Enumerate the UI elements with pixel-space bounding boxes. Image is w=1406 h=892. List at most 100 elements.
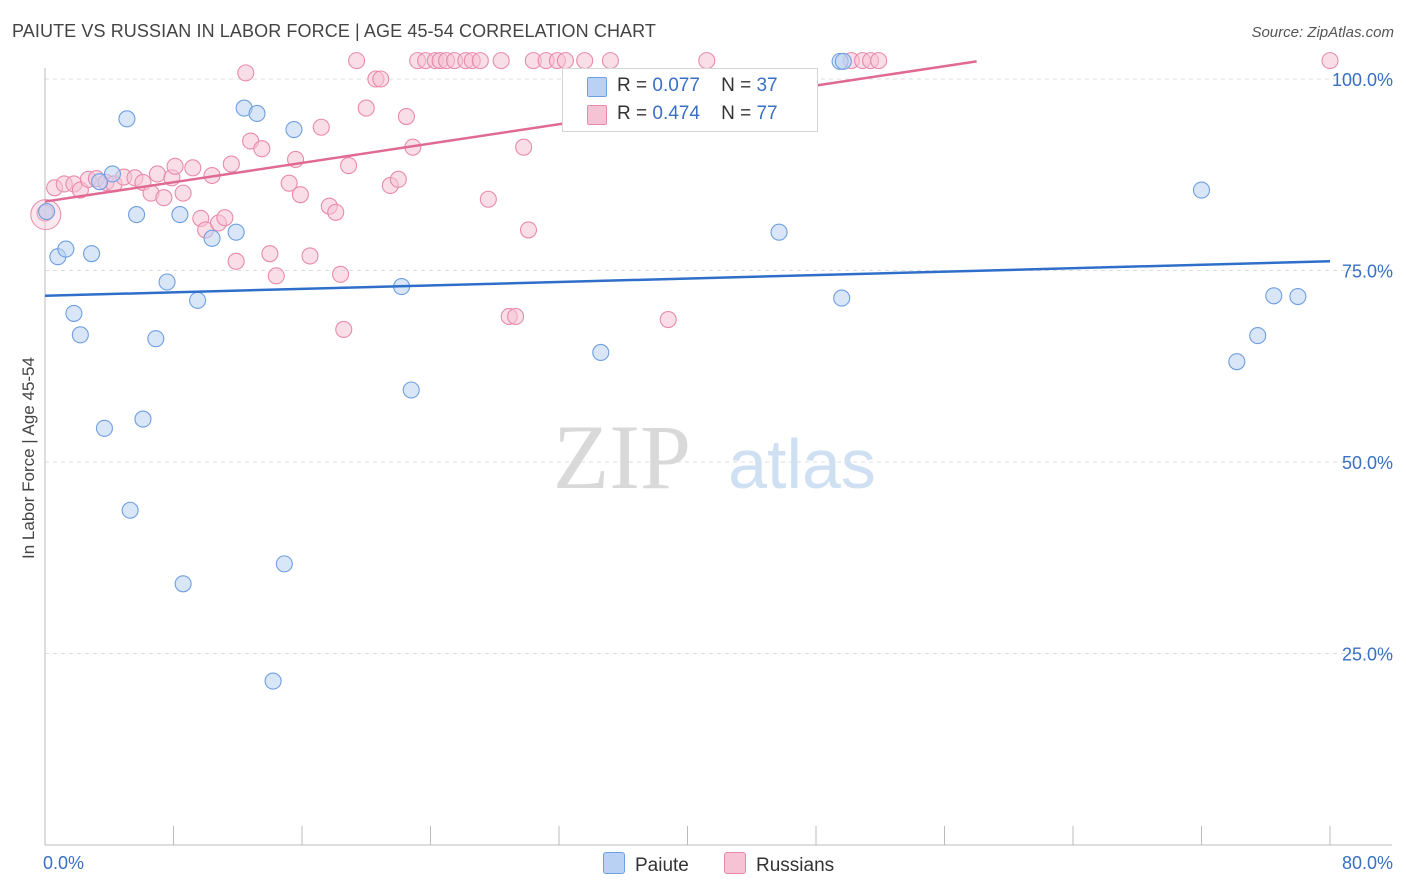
source-credit: Source: ZipAtlas.com: [1251, 24, 1394, 41]
y-axis-title: In Labor Force | Age 45-54: [19, 357, 38, 559]
russians-point: [227, 252, 245, 270]
russians-point: [515, 138, 533, 156]
russians-point: [479, 190, 497, 208]
paiute-point: [121, 501, 139, 519]
watermark: ZIP atlas: [553, 406, 876, 508]
paiute-point: [38, 202, 56, 221]
paiute-point: [57, 240, 75, 258]
stats-legend: R = 0.077 N = 37 R = 0.474 N = 77: [562, 68, 818, 132]
russians-point: [389, 170, 407, 188]
axes: [44, 68, 1392, 846]
paiute-point: [203, 229, 221, 247]
russians-point: [184, 159, 202, 177]
legend-item-russians[interactable]: Russians: [724, 852, 834, 877]
russians-point: [601, 52, 619, 70]
paiute-point: [189, 291, 207, 309]
n-label: N =: [721, 103, 752, 124]
chart-title: PAIUTE VS RUSSIAN IN LABOR FORCE | AGE 4…: [12, 21, 657, 41]
paiute-point: [1192, 181, 1211, 199]
russians-point: [1321, 52, 1339, 70]
paiute-point: [158, 273, 176, 291]
russians-point: [261, 245, 279, 263]
tick-labels: 25.0% 50.0% 75.0% 100.0% 0.0% 80.0%: [43, 70, 1393, 873]
n-label: N =: [721, 75, 752, 96]
russians-point: [301, 247, 319, 265]
paiute-point: [834, 52, 852, 70]
russians-point: [519, 221, 538, 239]
russians-point: [148, 165, 166, 183]
paiute-point: [134, 410, 152, 428]
russians-point: [327, 203, 345, 221]
x-tick-label: 80.0%: [1342, 853, 1393, 873]
y-tick-label: 100.0%: [1332, 70, 1393, 90]
paiute-point: [65, 304, 83, 322]
russians-point: [331, 265, 350, 283]
russians-point: [267, 267, 285, 285]
russians-point: [222, 155, 240, 173]
russians-n-value: 77: [756, 103, 778, 124]
paiute-point: [1249, 327, 1267, 345]
russians-point: [698, 52, 716, 70]
russians-swatch: [587, 105, 607, 125]
russians-point: [335, 320, 353, 339]
russians-point: [471, 52, 489, 70]
paiute-swatch: [587, 77, 607, 97]
paiute-point: [128, 206, 146, 224]
paiute-point: [770, 223, 788, 241]
paiute-point: [402, 381, 420, 399]
russians-point: [870, 52, 888, 70]
paiute-point: [248, 104, 266, 123]
russians-point: [312, 118, 330, 136]
r-label: R =: [617, 75, 648, 96]
russians-legend-swatch: [724, 852, 746, 874]
paiute-point: [118, 110, 136, 128]
russians-legend-label: Russians: [756, 855, 835, 876]
paiute-points: [38, 52, 1307, 690]
russians-points: [30, 52, 1339, 339]
paiute-legend-swatch: [603, 852, 625, 874]
y-tick-label: 25.0%: [1342, 645, 1393, 665]
paiute-n-value: 37: [756, 75, 778, 96]
paiute-point: [285, 121, 303, 139]
paiute-point: [275, 555, 293, 573]
russians-point: [397, 107, 415, 126]
paiute-r-value: 0.077: [652, 75, 700, 96]
russians-point: [166, 157, 184, 175]
russians-point: [174, 184, 192, 202]
russians-point: [340, 157, 358, 175]
y-tick-label: 50.0%: [1342, 453, 1393, 473]
paiute-point: [1289, 287, 1307, 306]
watermark-atlas: atlas: [728, 425, 876, 503]
russians-trend-line: [44, 60, 977, 203]
paiute-trend-line: [44, 260, 1331, 298]
paiute-point: [264, 672, 282, 690]
russians-point: [357, 99, 375, 117]
russians-point: [280, 174, 298, 192]
paiute-point: [71, 326, 89, 344]
paiute-point: [174, 575, 192, 593]
paiute-point: [1228, 353, 1246, 371]
paiute-point: [91, 173, 109, 191]
x-tick-label: 0.0%: [43, 853, 84, 873]
russians-point: [253, 140, 271, 158]
russians-point: [507, 307, 525, 326]
paiute-point: [171, 206, 189, 224]
y-tick-label: 75.0%: [1342, 262, 1393, 282]
legend-item-paiute[interactable]: Paiute: [603, 852, 689, 877]
russians-point: [155, 189, 173, 207]
grid-lines: [45, 78, 1392, 654]
russians-point: [659, 310, 677, 329]
russians-r-value: 0.474: [652, 103, 700, 124]
russians-point: [348, 52, 366, 70]
paiute-point: [833, 289, 851, 307]
paiute-point: [147, 330, 165, 348]
russians-point: [576, 52, 594, 70]
russians-point: [372, 70, 390, 88]
paiute-point: [227, 223, 245, 241]
paiute-legend-label: Paiute: [635, 855, 689, 876]
russians-point: [216, 209, 234, 227]
paiute-point: [83, 245, 101, 263]
trend-lines: [44, 60, 1331, 298]
russians-point: [237, 64, 255, 82]
